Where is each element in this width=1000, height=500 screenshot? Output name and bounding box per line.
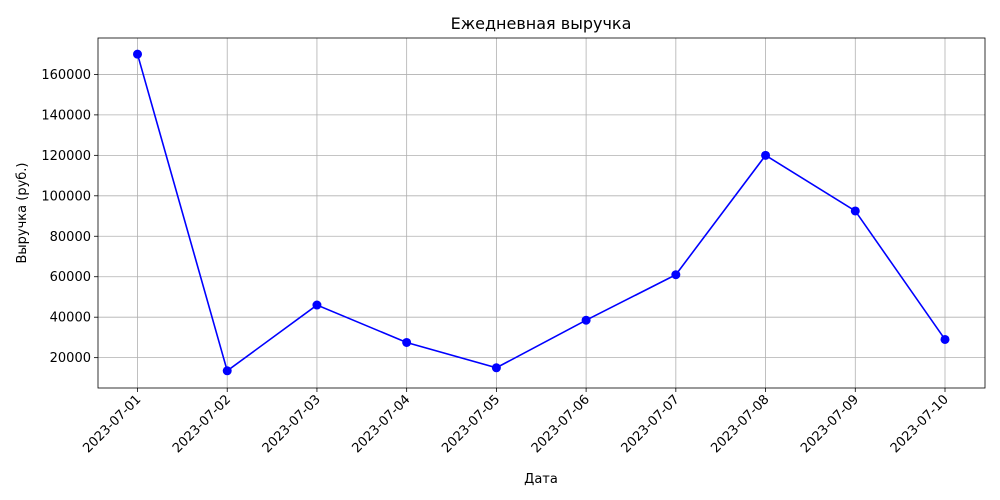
x-tick-label: 2023-07-02 <box>170 392 234 456</box>
x-axis: 2023-07-01 2023-07-02 2023-07-03 2023-07-04… <box>80 388 952 456</box>
plot-frame <box>97 37 986 389</box>
data-point <box>402 337 412 347</box>
data-point <box>491 363 501 373</box>
y-tick-label: 60000 <box>50 270 91 285</box>
data-point <box>222 366 232 376</box>
y-tick-label: 80000 <box>50 230 91 245</box>
x-tick-label: 2023-07-08 <box>708 392 772 456</box>
x-tick-label: 2023-07-07 <box>619 392 683 456</box>
x-tick-label: 2023-07-10 <box>888 392 952 456</box>
y-tick-label: 20000 <box>50 351 91 366</box>
y-tick-label: 120000 <box>41 149 91 164</box>
x-tick-label: 2023-07-05 <box>439 392 503 456</box>
series-line <box>136 53 946 373</box>
y-axis: 20000 40000 60000 80000 100000 120000 140000 16… <box>41 68 98 366</box>
x-tick-label: 2023-07-04 <box>349 392 413 456</box>
x-tick-label: 2023-07-09 <box>798 392 862 456</box>
x-axis-label: Дата <box>524 472 558 487</box>
data-point <box>850 206 860 216</box>
y-tick-label: 140000 <box>41 108 91 123</box>
data-point <box>671 270 681 280</box>
x-tick-label: 2023-07-01 <box>80 392 144 456</box>
data-point <box>761 150 771 160</box>
y-tick-label: 100000 <box>41 189 91 204</box>
chart-title: Ежедневная выручка <box>451 14 632 33</box>
y-tick-label: 160000 <box>41 68 91 83</box>
data-point <box>940 334 950 344</box>
x-tick-label: 2023-07-06 <box>529 392 593 456</box>
data-point <box>581 315 591 325</box>
data-point <box>312 300 322 310</box>
data-point <box>133 49 142 59</box>
series <box>133 49 950 376</box>
x-tick-label: 2023-07-03 <box>260 392 324 456</box>
y-axis-label: Выручка (руб.) <box>15 163 30 264</box>
y-tick-label: 40000 <box>50 311 91 326</box>
